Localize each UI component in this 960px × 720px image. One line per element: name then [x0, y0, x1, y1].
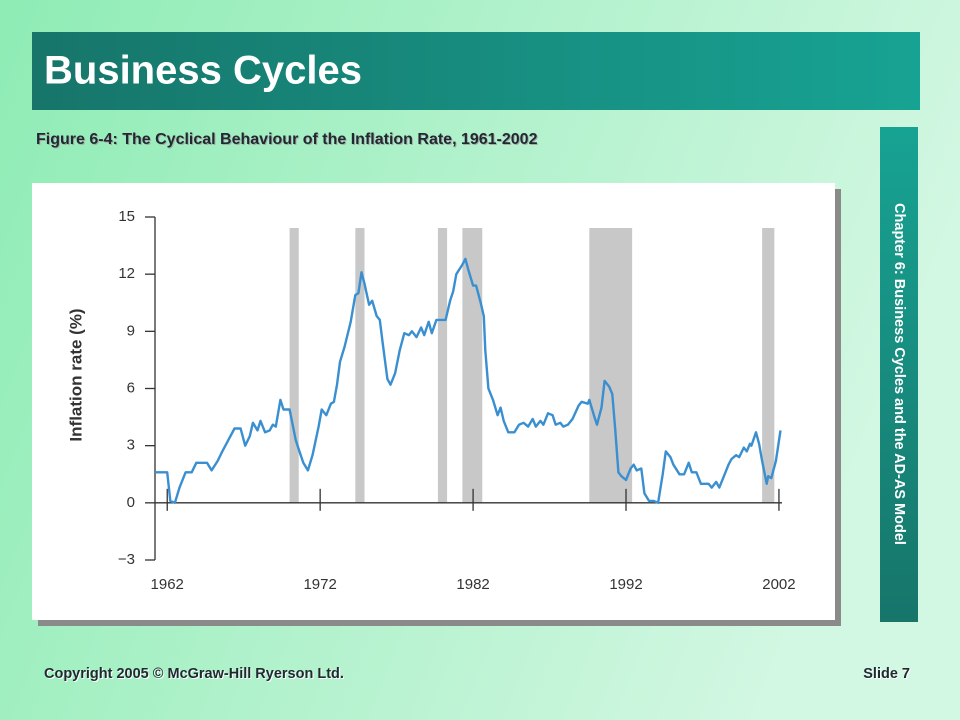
x-tick-label: 1962 [151, 576, 184, 593]
y-tick-label: −3 [118, 551, 135, 568]
x-tick-label: 1982 [456, 576, 489, 593]
recession-band [437, 228, 448, 503]
y-tick-label: 15 [118, 208, 135, 225]
recession-band [462, 228, 483, 503]
figure-caption: Figure 6-4: The Cyclical Behaviour of th… [36, 131, 538, 148]
y-axis-label: Inflation rate (%) [66, 308, 85, 441]
recession-band [762, 228, 775, 503]
caption-shadow: Figure 6-4: The Cyclical Behaviour of th… [37, 132, 539, 149]
chart-box [32, 183, 835, 620]
inflation-line [155, 257, 782, 504]
y-tick-label: 12 [118, 265, 135, 282]
copyright: Copyright 2005 © McGraw-Hill Ryerson Ltd… [44, 666, 344, 682]
recession-band [355, 228, 365, 503]
side-label: Chapter 6: Business Cycles and the AD-AS… [891, 203, 907, 545]
slide-number: Slide 7 [863, 666, 910, 682]
y-tick-label: 9 [127, 322, 135, 339]
side-bar [880, 127, 918, 622]
y-tick-label: 3 [127, 437, 135, 454]
y-tick-label: 0 [127, 494, 135, 511]
x-tick-label: 2002 [762, 576, 795, 593]
recession-band [589, 228, 633, 503]
recession-band [289, 228, 299, 503]
y-tick-label: 6 [127, 379, 135, 396]
slide-title: Business Cycles [44, 49, 362, 93]
copyright-shadow: Copyright 2005 © McGraw-Hill Ryerson Ltd… [45, 667, 345, 683]
title-bar [32, 32, 920, 110]
x-tick-label: 1992 [609, 576, 642, 593]
slide-number-shadow: Slide 7 [864, 667, 911, 683]
x-tick-label: 1972 [303, 576, 336, 593]
